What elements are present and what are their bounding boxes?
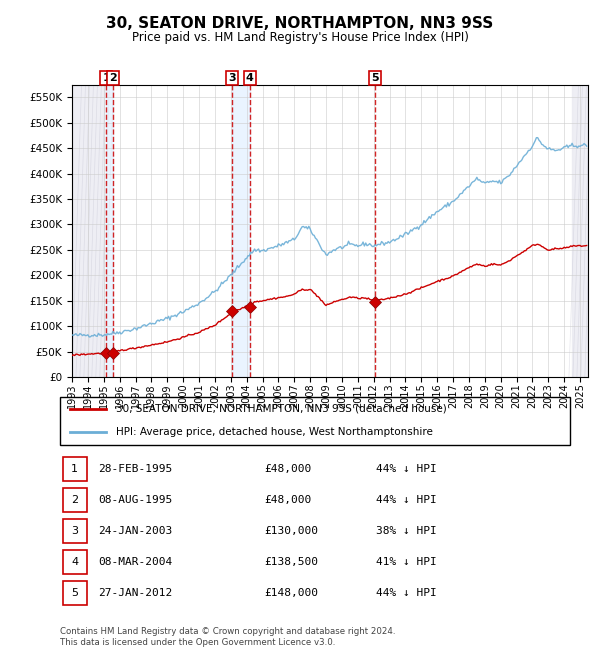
Text: £130,000: £130,000 xyxy=(264,526,318,536)
Text: 24-JAN-2003: 24-JAN-2003 xyxy=(98,526,173,536)
Text: £138,500: £138,500 xyxy=(264,557,318,567)
Text: This data is licensed under the Open Government Licence v3.0.: This data is licensed under the Open Gov… xyxy=(60,638,335,647)
Text: 08-MAR-2004: 08-MAR-2004 xyxy=(98,557,173,567)
Text: £48,000: £48,000 xyxy=(264,463,311,474)
Text: 08-AUG-1995: 08-AUG-1995 xyxy=(98,495,173,505)
Text: £48,000: £48,000 xyxy=(264,495,311,505)
FancyBboxPatch shape xyxy=(62,550,87,574)
Text: 28-FEB-1995: 28-FEB-1995 xyxy=(98,463,173,474)
Text: 44% ↓ HPI: 44% ↓ HPI xyxy=(376,463,437,474)
Text: 1: 1 xyxy=(71,463,78,474)
Text: 38% ↓ HPI: 38% ↓ HPI xyxy=(376,526,437,536)
FancyBboxPatch shape xyxy=(62,519,87,543)
Text: 2: 2 xyxy=(71,495,79,505)
FancyBboxPatch shape xyxy=(62,488,87,512)
Text: 44% ↓ HPI: 44% ↓ HPI xyxy=(376,588,437,599)
Text: Price paid vs. HM Land Registry's House Price Index (HPI): Price paid vs. HM Land Registry's House … xyxy=(131,31,469,44)
Text: 2: 2 xyxy=(109,73,117,83)
Text: 3: 3 xyxy=(71,526,78,536)
FancyBboxPatch shape xyxy=(62,456,87,480)
Text: 4: 4 xyxy=(246,73,254,83)
Bar xyxy=(72,84,104,377)
Bar xyxy=(572,84,588,377)
Text: 5: 5 xyxy=(371,73,379,83)
Bar xyxy=(232,84,250,377)
Text: HPI: Average price, detached house, West Northamptonshire: HPI: Average price, detached house, West… xyxy=(116,426,433,437)
Bar xyxy=(106,84,113,377)
Text: 30, SEATON DRIVE, NORTHAMPTON, NN3 9SS (detached house): 30, SEATON DRIVE, NORTHAMPTON, NN3 9SS (… xyxy=(116,404,447,413)
Text: 41% ↓ HPI: 41% ↓ HPI xyxy=(376,557,437,567)
Text: £148,000: £148,000 xyxy=(264,588,318,599)
Text: 3: 3 xyxy=(228,73,236,83)
Text: 5: 5 xyxy=(71,588,78,599)
Text: Contains HM Land Registry data © Crown copyright and database right 2024.: Contains HM Land Registry data © Crown c… xyxy=(60,627,395,636)
Text: 4: 4 xyxy=(71,557,79,567)
Text: 44% ↓ HPI: 44% ↓ HPI xyxy=(376,495,437,505)
FancyBboxPatch shape xyxy=(62,581,87,605)
Text: 27-JAN-2012: 27-JAN-2012 xyxy=(98,588,173,599)
Text: 1: 1 xyxy=(103,73,110,83)
Text: 30, SEATON DRIVE, NORTHAMPTON, NN3 9SS: 30, SEATON DRIVE, NORTHAMPTON, NN3 9SS xyxy=(106,16,494,31)
